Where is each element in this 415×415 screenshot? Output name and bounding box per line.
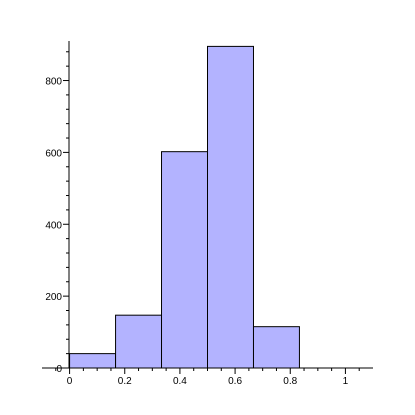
histogram-bar-4 [252,326,300,369]
histogram-bar-2 [161,151,208,369]
histogram-bar-1 [115,314,163,369]
x-tick-label: 1 [343,376,349,387]
x-tick-label: 0.8 [283,376,297,387]
y-tick-label: 600 [45,148,62,159]
x-tick-label: 0.2 [118,376,132,387]
x-tick-label: 0.4 [173,376,187,387]
y-tick-label: 800 [45,77,62,88]
y-tick-label: 0 [56,364,62,375]
histogram-bars [69,45,300,369]
y-tick-label: 200 [45,292,62,303]
x-tick-label: 0 [67,376,73,387]
y-tick-label: 400 [45,220,62,231]
histogram-bar-0 [69,353,117,369]
axis-ticks [55,51,360,374]
x-tick-label: 0.6 [228,376,242,387]
histogram-bar-3 [207,45,254,369]
axis-tick-labels: 0 0.2 0.4 0.6 0.8 1 0 200 400 600 800 [45,77,348,387]
